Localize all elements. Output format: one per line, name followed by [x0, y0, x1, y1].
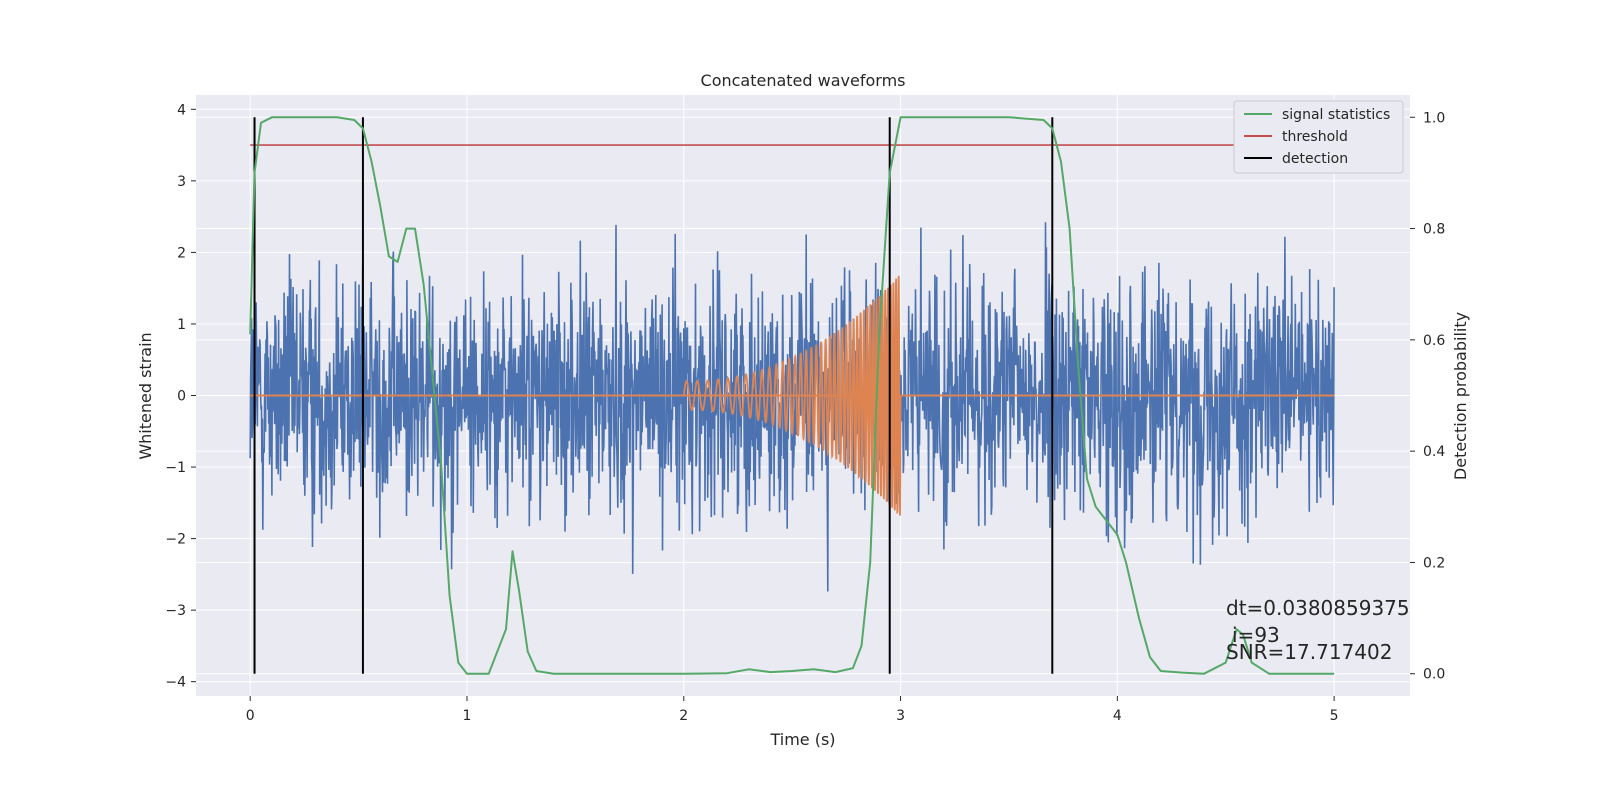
waveform-chirp [682, 275, 902, 516]
y-tick-label: 2 [177, 245, 186, 261]
y-axis-right-label: Detection probability [1451, 312, 1470, 480]
x-tick-label: 0 [246, 708, 255, 724]
legend-box [1233, 100, 1404, 174]
x-axis-label: Time (s) [769, 730, 835, 749]
legend: signal statistics threshold detection [1233, 100, 1404, 174]
signal-statistics-series [249, 116, 1335, 675]
x-tick-label: 1 [463, 708, 472, 724]
annotation-index: i=93 [1232, 623, 1280, 647]
y-tick-label: 3 [177, 174, 186, 190]
x-tick-label: 5 [1330, 708, 1339, 724]
y-right-tick-label: 0.6 [1423, 333, 1445, 349]
ticks: 0 1 2 3 4 5 −4 −3 −2 −1 0 1 2 3 4 0.0 0.2 0.4 0.6 0.8 1.0 [165, 102, 1445, 724]
y-tick-label: −3 [165, 603, 186, 619]
x-tick-label: 4 [1113, 708, 1122, 724]
y-tick-label: −2 [165, 532, 186, 548]
y-right-tick-label: 0.8 [1423, 222, 1445, 238]
strain-line [249, 222, 1335, 592]
y-axis-label: Whitened strain [136, 332, 155, 459]
chart-title: Concatenated waveforms [701, 71, 906, 90]
annotation-snr: SNR=17.717402 [1226, 640, 1392, 664]
x-tick-label: 2 [679, 708, 688, 724]
legend-label-threshold: threshold [1282, 129, 1348, 145]
strain-series [249, 222, 1335, 592]
x-tick-label: 3 [896, 708, 905, 724]
y-tick-label: −1 [165, 460, 186, 476]
legend-label-detection: detection [1282, 151, 1348, 167]
statistics-line [249, 116, 1335, 675]
y-tick-label: 4 [177, 102, 186, 118]
detection-series [253, 117, 1054, 674]
y-tick-label: −4 [165, 675, 186, 691]
y-right-tick-label: 0.0 [1423, 667, 1445, 683]
waveform-series [250, 275, 1335, 516]
annotation-dt: dt=0.0380859375 [1226, 596, 1410, 620]
y-tick-label: 1 [177, 317, 186, 333]
y-right-tick-label: 1.0 [1423, 110, 1445, 126]
y-tick-label: 0 [177, 389, 186, 405]
legend-label-statistics: signal statistics [1282, 107, 1390, 123]
y-right-tick-label: 0.4 [1423, 444, 1445, 460]
y-right-tick-label: 0.2 [1423, 555, 1445, 571]
